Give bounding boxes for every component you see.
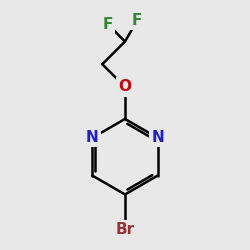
Text: F: F: [132, 13, 142, 28]
Text: N: N: [86, 130, 99, 145]
Text: O: O: [118, 80, 132, 94]
Text: N: N: [151, 130, 164, 145]
Text: F: F: [102, 17, 113, 32]
Text: Br: Br: [116, 222, 134, 237]
